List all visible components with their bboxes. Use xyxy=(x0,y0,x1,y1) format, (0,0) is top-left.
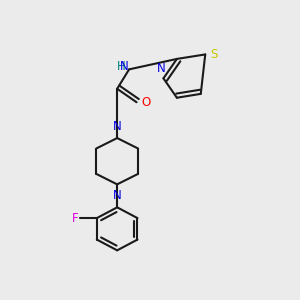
Text: S: S xyxy=(210,48,218,61)
Text: O: O xyxy=(141,96,150,109)
Text: N: N xyxy=(120,61,128,74)
Text: F: F xyxy=(72,212,78,225)
Text: N: N xyxy=(113,189,122,202)
Text: H: H xyxy=(116,61,125,74)
Text: N: N xyxy=(113,120,122,133)
Text: N: N xyxy=(157,62,165,75)
